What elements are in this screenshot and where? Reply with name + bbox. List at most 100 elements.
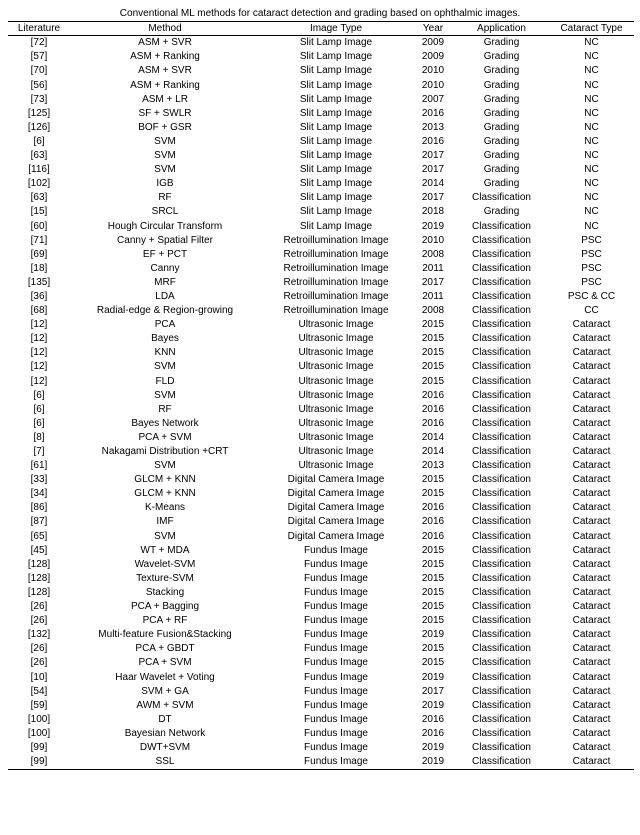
table-cell: PCA <box>70 318 260 332</box>
table-cell: 2019 <box>412 219 454 233</box>
table-cell: Classification <box>454 262 549 276</box>
table-cell: [12] <box>8 346 70 360</box>
table-row: [6]SVMUltrasonic Image2016Classification… <box>8 388 634 402</box>
table-cell: Slit Lamp Image <box>260 163 412 177</box>
table-cell: Grading <box>454 78 549 92</box>
table-cell: Classification <box>454 346 549 360</box>
table-cell: 2015 <box>412 586 454 600</box>
table-cell: 2010 <box>412 78 454 92</box>
table-cell: PCA + RF <box>70 614 260 628</box>
table-cell: Cataract <box>549 529 634 543</box>
table-cell: 2016 <box>412 727 454 741</box>
table-cell: 2015 <box>412 642 454 656</box>
table-cell: Classification <box>454 388 549 402</box>
table-cell: ASM + Ranking <box>70 78 260 92</box>
table-cell: Classification <box>454 713 549 727</box>
table-cell: Classification <box>454 191 549 205</box>
table-cell: NC <box>549 106 634 120</box>
table-cell: Cataract <box>549 445 634 459</box>
table-cell: Cataract <box>549 727 634 741</box>
table-cell: Slit Lamp Image <box>260 177 412 191</box>
table-cell: Classification <box>454 431 549 445</box>
table-cell: [71] <box>8 233 70 247</box>
table-row: [125]SF + SWLRSlit Lamp Image2016Grading… <box>8 106 634 120</box>
table-cell: 2016 <box>412 402 454 416</box>
table-cell: Classification <box>454 402 549 416</box>
ml-methods-table: Literature Method Image Type Year Applic… <box>8 21 634 770</box>
table-cell: 2015 <box>412 332 454 346</box>
table-cell: Nakagami Distribution +CRT <box>70 445 260 459</box>
table-cell: Bayesian Network <box>70 727 260 741</box>
table-cell: NC <box>549 205 634 219</box>
table-cell: 2013 <box>412 121 454 135</box>
table-row: [12]PCAUltrasonic Image2015Classificatio… <box>8 318 634 332</box>
table-row: [33]GLCM + KNNDigital Camera Image2015Cl… <box>8 473 634 487</box>
col-header-method: Method <box>70 22 260 36</box>
table-cell: [132] <box>8 628 70 642</box>
table-cell: [34] <box>8 487 70 501</box>
table-row: [102]IGBSlit Lamp Image2014GradingNC <box>8 177 634 191</box>
table-cell: Classification <box>454 628 549 642</box>
table-cell: 2015 <box>412 656 454 670</box>
table-row: [12]KNNUltrasonic Image2015Classificatio… <box>8 346 634 360</box>
table-cell: Retroillumination Image <box>260 290 412 304</box>
table-cell: Slit Lamp Image <box>260 191 412 205</box>
table-cell: Slit Lamp Image <box>260 64 412 78</box>
table-cell: NC <box>549 92 634 106</box>
table-cell: [8] <box>8 431 70 445</box>
table-cell: [26] <box>8 642 70 656</box>
table-cell: 2010 <box>412 233 454 247</box>
table-cell: [128] <box>8 557 70 571</box>
table-cell: Classification <box>454 473 549 487</box>
table-row: [63]SVMSlit Lamp Image2017GradingNC <box>8 149 634 163</box>
table-row: [126]BOF + GSRSlit Lamp Image2013Grading… <box>8 121 634 135</box>
table-cell: Fundus Image <box>260 713 412 727</box>
table-cell: NC <box>549 64 634 78</box>
table-cell: 2019 <box>412 741 454 755</box>
table-cell: [36] <box>8 290 70 304</box>
table-cell: RF <box>70 402 260 416</box>
table-cell: IGB <box>70 177 260 191</box>
table-cell: PSC <box>549 262 634 276</box>
table-cell: Fundus Image <box>260 642 412 656</box>
table-cell: Fundus Image <box>260 543 412 557</box>
table-row: [10]Haar Wavelet + VotingFundus Image201… <box>8 670 634 684</box>
table-cell: Cataract <box>549 374 634 388</box>
table-cell: NC <box>549 36 634 51</box>
table-cell: [102] <box>8 177 70 191</box>
table-cell: 2017 <box>412 163 454 177</box>
table-cell: Cataract <box>549 684 634 698</box>
table-cell: Fundus Image <box>260 656 412 670</box>
table-cell: 2015 <box>412 374 454 388</box>
table-cell: Classification <box>454 290 549 304</box>
table-cell: Cataract <box>549 402 634 416</box>
table-cell: [7] <box>8 445 70 459</box>
table-cell: [6] <box>8 417 70 431</box>
table-cell: Fundus Image <box>260 741 412 755</box>
table-cell: [15] <box>8 205 70 219</box>
table-cell: Classification <box>454 374 549 388</box>
table-cell: SVM + GA <box>70 684 260 698</box>
table-cell: Classification <box>454 557 549 571</box>
table-cell: Cataract <box>549 741 634 755</box>
table-cell: Slit Lamp Image <box>260 92 412 106</box>
table-cell: Classification <box>454 670 549 684</box>
table-cell: Cataract <box>549 557 634 571</box>
table-cell: Fundus Image <box>260 670 412 684</box>
table-cell: [87] <box>8 515 70 529</box>
table-cell: Cataract <box>549 543 634 557</box>
table-cell: ASM + LR <box>70 92 260 106</box>
table-cell: Fundus Image <box>260 586 412 600</box>
table-cell: Classification <box>454 360 549 374</box>
table-cell: Ultrasonic Image <box>260 388 412 402</box>
table-cell: 2019 <box>412 628 454 642</box>
table-cell: 2015 <box>412 318 454 332</box>
table-cell: Grading <box>454 177 549 191</box>
table-cell: Fundus Image <box>260 557 412 571</box>
table-cell: [10] <box>8 670 70 684</box>
table-row: [72]ASM + SVRSlit Lamp Image2009GradingN… <box>8 36 634 51</box>
table-cell: 2016 <box>412 388 454 402</box>
table-cell: [6] <box>8 388 70 402</box>
table-cell: Classification <box>454 755 549 770</box>
table-cell: [116] <box>8 163 70 177</box>
